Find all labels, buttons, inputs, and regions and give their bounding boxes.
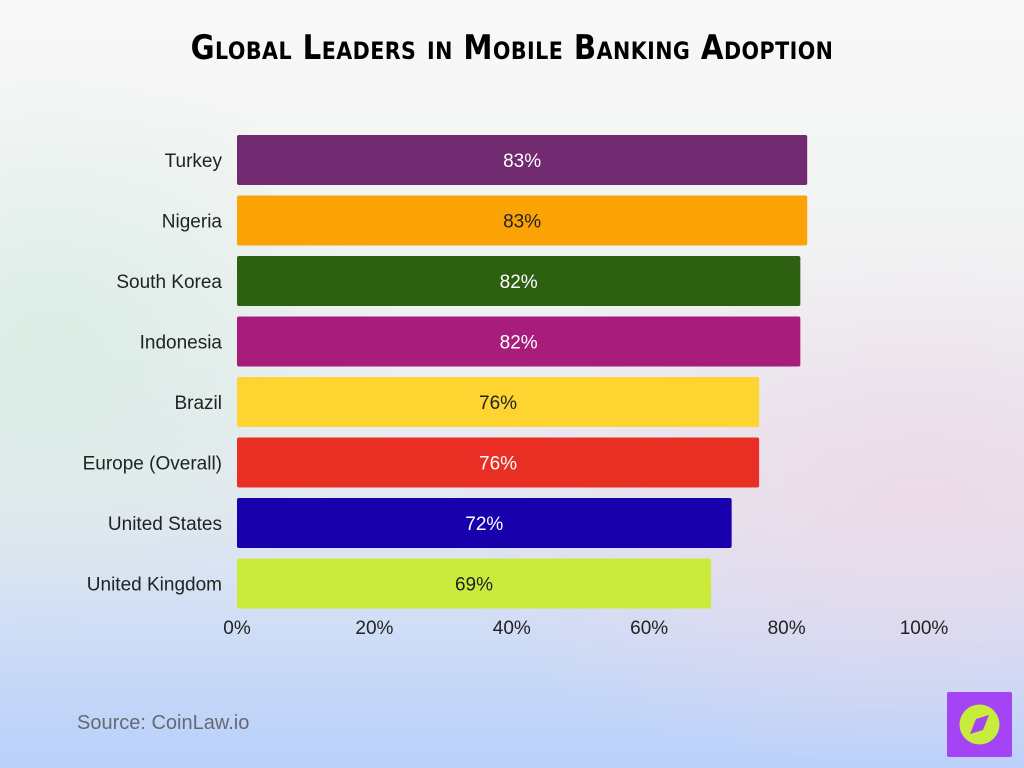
category-label: Turkey — [165, 151, 223, 172]
compass-icon — [959, 704, 1000, 745]
value-label: 82% — [500, 272, 538, 293]
category-label: Brazil — [174, 393, 222, 414]
category-label: United Kingdom — [87, 575, 222, 596]
bar[interactable] — [237, 558, 712, 609]
bar[interactable] — [237, 498, 732, 548]
x-tick-label: 20% — [355, 618, 393, 639]
bar[interactable] — [237, 256, 801, 306]
category-label: Indonesia — [140, 333, 223, 354]
category-label: Europe (Overall) — [83, 454, 222, 475]
value-label: 82% — [500, 333, 538, 354]
value-label: 69% — [455, 575, 493, 596]
value-label: 72% — [465, 514, 503, 535]
x-tick-label: 80% — [768, 618, 806, 639]
x-tick-label: 100% — [900, 618, 949, 639]
x-tick-label: 60% — [630, 618, 668, 639]
x-tick-label: 0% — [223, 618, 251, 639]
bar[interactable] — [237, 135, 808, 185]
category-label: United States — [108, 514, 222, 535]
chart-title: Global Leaders in Mobile Banking Adoptio… — [190, 28, 834, 68]
value-label: 83% — [503, 212, 541, 233]
value-label: 76% — [479, 454, 517, 475]
logo-badge[interactable] — [947, 692, 1012, 757]
value-label: 76% — [479, 393, 517, 414]
category-label: South Korea — [116, 272, 222, 293]
source-caption: Source: CoinLaw.io — [77, 712, 250, 734]
value-label: 83% — [503, 151, 541, 172]
bar[interactable] — [237, 437, 760, 488]
bar[interactable] — [237, 316, 801, 367]
bar[interactable] — [237, 377, 760, 427]
bar[interactable] — [237, 195, 808, 246]
x-tick-label: 40% — [493, 618, 531, 639]
category-label: Nigeria — [162, 212, 223, 233]
